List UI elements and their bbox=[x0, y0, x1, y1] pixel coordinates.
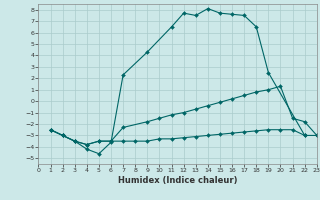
X-axis label: Humidex (Indice chaleur): Humidex (Indice chaleur) bbox=[118, 176, 237, 185]
